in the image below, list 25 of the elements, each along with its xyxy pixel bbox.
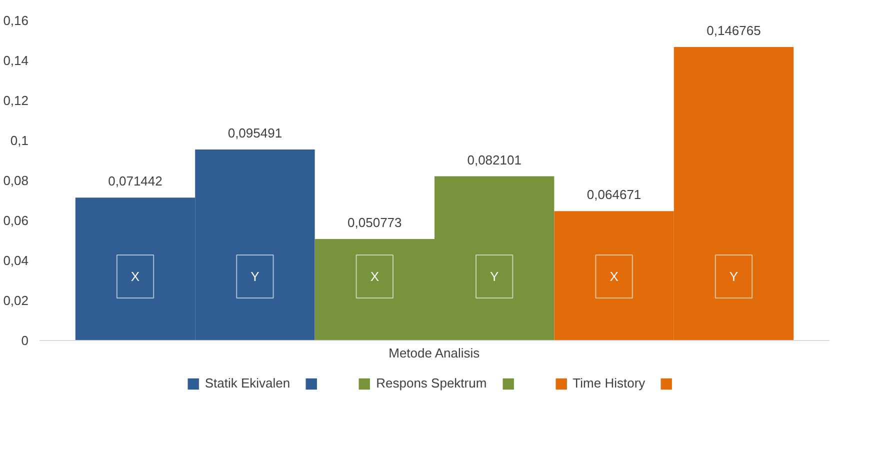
annotation: Y — [490, 269, 500, 284]
y-tick-label: 0,14 — [3, 53, 29, 68]
x-axis-title: Metode Analisis — [388, 346, 480, 360]
legend-label: Statik Ekivalen — [204, 376, 290, 390]
annotation: X — [370, 269, 380, 284]
annotation: X — [610, 269, 619, 284]
text: 0,095491 — [228, 126, 282, 141]
y-tick-label: 0,1 — [10, 133, 29, 148]
annotation: Y — [250, 269, 260, 284]
y-tick-label: 0,02 — [3, 293, 29, 308]
legend-label: Time History — [572, 376, 646, 390]
y-tick-label: 0,16 — [3, 13, 29, 28]
text: 0,064671 — [586, 187, 642, 202]
legend-label: Respons Spektrum — [376, 376, 487, 390]
annotation: X — [130, 269, 140, 284]
annotation: Y — [729, 269, 738, 284]
y-tick-label: 0,08 — [3, 173, 29, 188]
text: 0,146765 — [706, 22, 761, 38]
y-tick-label: 0 — [21, 333, 29, 348]
text: 0,082101 — [467, 152, 522, 168]
text: 0,071442 — [108, 174, 162, 189]
y-tick-label: 0,04 — [3, 253, 29, 268]
y-tick-label: 0,12 — [3, 93, 29, 108]
y-tick-label: 0,06 — [3, 213, 29, 228]
text: 0,050773 — [348, 214, 402, 230]
